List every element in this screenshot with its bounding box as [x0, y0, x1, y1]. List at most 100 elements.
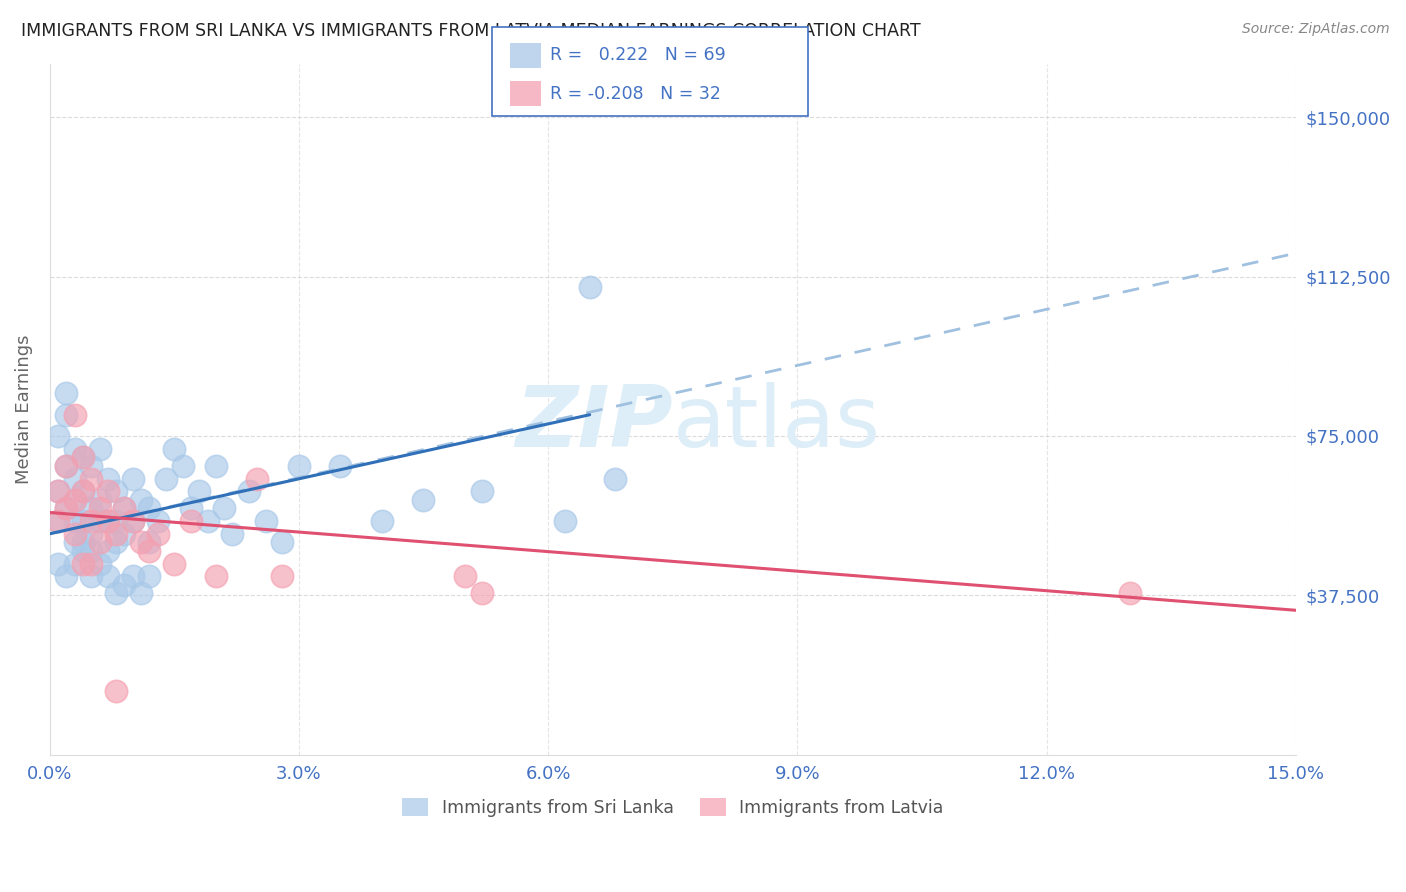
Immigrants from Sri Lanka — [63, 442, 86, 456]
Immigrants from Latvia — [105, 526, 128, 541]
Immigrants from Sri Lanka — [55, 386, 77, 401]
Immigrants from Sri Lanka — [97, 514, 120, 528]
Immigrants from Sri Lanka — [89, 514, 111, 528]
Immigrants from Sri Lanka — [55, 569, 77, 583]
Immigrants from Sri Lanka — [129, 586, 152, 600]
Text: atlas: atlas — [672, 382, 880, 465]
Text: ZIP: ZIP — [515, 382, 672, 465]
Immigrants from Sri Lanka — [138, 569, 160, 583]
Immigrants from Sri Lanka — [46, 484, 69, 499]
Immigrants from Latvia — [72, 484, 94, 499]
Immigrants from Sri Lanka — [63, 514, 86, 528]
Immigrants from Sri Lanka — [172, 458, 194, 473]
Immigrants from Latvia — [72, 557, 94, 571]
Immigrants from Sri Lanka — [63, 492, 86, 507]
Immigrants from Sri Lanka — [212, 501, 235, 516]
Immigrants from Sri Lanka — [80, 569, 103, 583]
Immigrants from Latvia — [55, 501, 77, 516]
Immigrants from Sri Lanka — [204, 458, 226, 473]
Text: R =   0.222   N = 69: R = 0.222 N = 69 — [550, 46, 725, 64]
Immigrants from Latvia — [204, 569, 226, 583]
Immigrants from Sri Lanka — [163, 442, 186, 456]
Immigrants from Sri Lanka — [221, 526, 243, 541]
Immigrants from Sri Lanka — [471, 484, 494, 499]
Immigrants from Sri Lanka — [271, 535, 294, 549]
Immigrants from Sri Lanka — [105, 535, 128, 549]
Immigrants from Latvia — [80, 514, 103, 528]
Immigrants from Latvia — [63, 492, 86, 507]
Immigrants from Sri Lanka — [114, 526, 136, 541]
Immigrants from Latvia — [1118, 586, 1140, 600]
Immigrants from Sri Lanka — [121, 514, 143, 528]
Immigrants from Sri Lanka — [72, 450, 94, 465]
Immigrants from Sri Lanka — [254, 514, 277, 528]
Immigrants from Sri Lanka — [97, 471, 120, 485]
Immigrants from Latvia — [46, 514, 69, 528]
Immigrants from Sri Lanka — [63, 471, 86, 485]
Immigrants from Latvia — [89, 535, 111, 549]
Immigrants from Sri Lanka — [603, 471, 626, 485]
Immigrants from Latvia — [105, 684, 128, 698]
Immigrants from Sri Lanka — [105, 484, 128, 499]
Immigrants from Latvia — [146, 526, 169, 541]
Immigrants from Latvia — [246, 471, 269, 485]
Immigrants from Sri Lanka — [80, 543, 103, 558]
Immigrants from Sri Lanka — [80, 458, 103, 473]
Immigrants from Sri Lanka — [89, 492, 111, 507]
Immigrants from Latvia — [138, 543, 160, 558]
Immigrants from Sri Lanka — [371, 514, 394, 528]
Immigrants from Latvia — [454, 569, 477, 583]
Immigrants from Latvia — [163, 557, 186, 571]
Immigrants from Sri Lanka — [155, 471, 177, 485]
Immigrants from Sri Lanka — [238, 484, 260, 499]
Immigrants from Sri Lanka — [46, 514, 69, 528]
Immigrants from Sri Lanka — [72, 535, 94, 549]
Immigrants from Sri Lanka — [114, 501, 136, 516]
Immigrants from Latvia — [63, 408, 86, 422]
Immigrants from Sri Lanka — [55, 458, 77, 473]
Immigrants from Latvia — [271, 569, 294, 583]
Immigrants from Latvia — [80, 557, 103, 571]
Immigrants from Sri Lanka — [121, 471, 143, 485]
Immigrants from Sri Lanka — [55, 408, 77, 422]
Immigrants from Latvia — [46, 484, 69, 499]
Immigrants from Latvia — [180, 514, 202, 528]
Immigrants from Latvia — [63, 526, 86, 541]
Immigrants from Sri Lanka — [72, 484, 94, 499]
Immigrants from Sri Lanka — [554, 514, 576, 528]
Immigrants from Sri Lanka — [72, 514, 94, 528]
Immigrants from Sri Lanka — [46, 557, 69, 571]
Immigrants from Sri Lanka — [412, 492, 434, 507]
Immigrants from Sri Lanka — [72, 543, 94, 558]
Immigrants from Latvia — [114, 501, 136, 516]
Text: R = -0.208   N = 32: R = -0.208 N = 32 — [550, 85, 721, 103]
Immigrants from Latvia — [80, 471, 103, 485]
Immigrants from Sri Lanka — [329, 458, 352, 473]
Immigrants from Sri Lanka — [46, 429, 69, 443]
Immigrants from Latvia — [97, 514, 120, 528]
Immigrants from Sri Lanka — [578, 280, 600, 294]
Immigrants from Sri Lanka — [80, 526, 103, 541]
Immigrants from Latvia — [129, 535, 152, 549]
Immigrants from Latvia — [72, 450, 94, 465]
Immigrants from Sri Lanka — [121, 569, 143, 583]
Immigrants from Sri Lanka — [138, 501, 160, 516]
Immigrants from Latvia — [55, 458, 77, 473]
Immigrants from Latvia — [121, 514, 143, 528]
Immigrants from Sri Lanka — [80, 501, 103, 516]
Immigrants from Sri Lanka — [146, 514, 169, 528]
Immigrants from Sri Lanka — [97, 543, 120, 558]
Immigrants from Latvia — [89, 501, 111, 516]
Y-axis label: Median Earnings: Median Earnings — [15, 334, 32, 484]
Immigrants from Sri Lanka — [97, 569, 120, 583]
Legend: Immigrants from Sri Lanka, Immigrants from Latvia: Immigrants from Sri Lanka, Immigrants fr… — [395, 791, 950, 824]
Immigrants from Sri Lanka — [55, 501, 77, 516]
Immigrants from Sri Lanka — [288, 458, 311, 473]
Immigrants from Sri Lanka — [188, 484, 211, 499]
Immigrants from Sri Lanka — [197, 514, 219, 528]
Immigrants from Sri Lanka — [114, 578, 136, 592]
Immigrants from Sri Lanka — [129, 492, 152, 507]
Text: Source: ZipAtlas.com: Source: ZipAtlas.com — [1241, 22, 1389, 37]
Immigrants from Latvia — [97, 484, 120, 499]
Immigrants from Sri Lanka — [138, 535, 160, 549]
